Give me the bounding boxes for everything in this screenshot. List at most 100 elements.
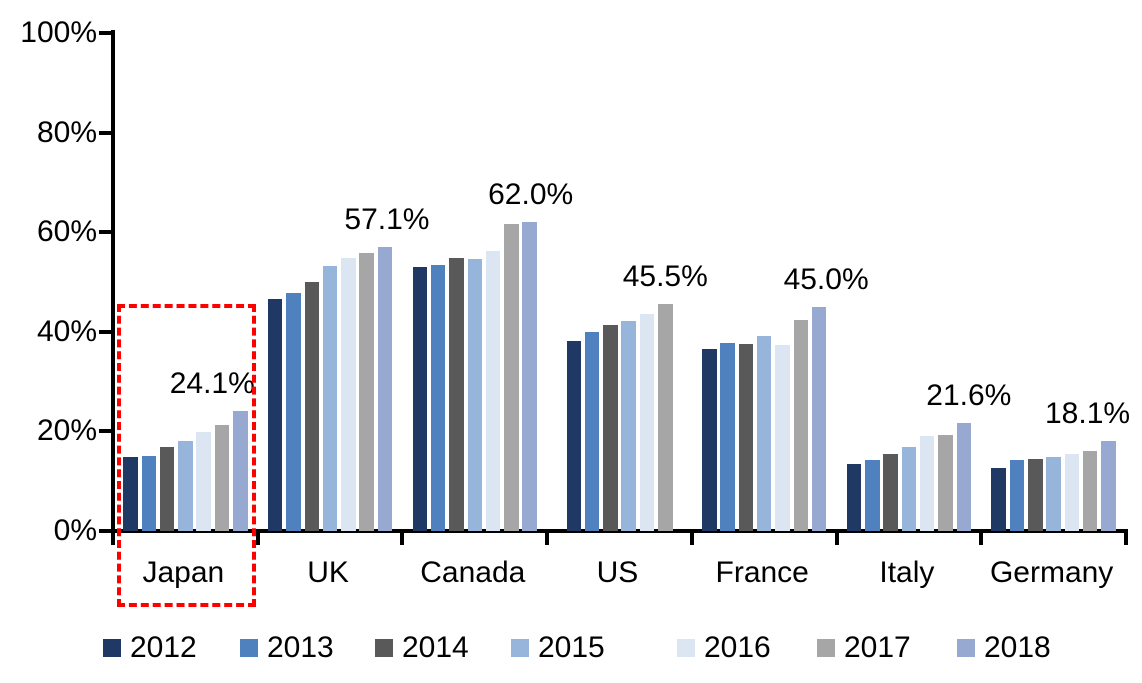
legend-swatch-2016	[677, 639, 695, 657]
category-label-japan: Japan	[142, 556, 225, 589]
x-tick	[689, 529, 694, 545]
x-tick	[834, 529, 839, 545]
bar-france-2016	[775, 344, 790, 531]
y-tick	[99, 529, 115, 533]
legend-label-2017: 2017	[844, 631, 911, 664]
y-tick-label: 40%	[36, 314, 97, 348]
bar-france-2015	[756, 335, 772, 531]
legend-swatch-2018	[957, 639, 975, 657]
x-tick	[255, 529, 260, 545]
y-tick-label: 100%	[20, 16, 97, 49]
y-tick-label: 80%	[36, 115, 97, 149]
bar-italy-2016	[919, 436, 935, 531]
y-tick-label: 0%	[53, 514, 97, 547]
bar-canada-2017	[504, 223, 519, 531]
japan-highlight-outline	[117, 304, 256, 607]
x-tick	[545, 529, 550, 545]
bar-germany-2018	[1101, 440, 1116, 531]
bar-uk-2014	[304, 282, 320, 531]
bar-japan-2017	[214, 425, 230, 531]
bar-italy-2017	[938, 435, 953, 531]
bar-japan-2014	[159, 447, 175, 531]
bar-germany-2012	[991, 468, 1006, 531]
legend-label-2018: 2018	[984, 631, 1051, 664]
y-tick	[99, 230, 115, 235]
legend-label-2012: 2012	[130, 631, 197, 664]
y-tick-label: 60%	[36, 215, 97, 249]
legend-label-2016: 2016	[704, 631, 771, 664]
category-label-us: US	[596, 556, 639, 589]
category-label-germany: Germany	[989, 556, 1114, 589]
x-tick	[400, 529, 405, 545]
legend-swatch-2013	[240, 639, 258, 657]
bar-germany-2014	[1028, 458, 1043, 531]
bar-italy-2015	[901, 446, 917, 531]
legend-label-2013: 2013	[267, 631, 334, 664]
bar-germany-2015	[1046, 457, 1061, 531]
bar-japan-2013	[141, 455, 156, 531]
bar-japan-2015	[178, 440, 193, 531]
data-label-us: 45.5%	[622, 260, 708, 294]
bar-us-2014	[603, 325, 618, 531]
data-label-canada: 62.0%	[488, 178, 574, 212]
data-label-italy: 21.6%	[926, 379, 1012, 413]
y-tick-label: 20%	[36, 414, 97, 448]
bar-germany-2013	[1009, 460, 1025, 531]
bar-germany-2017	[1082, 451, 1098, 531]
bar-us-2017	[658, 304, 673, 531]
bar-italy-2012	[846, 464, 862, 531]
x-tick	[1124, 529, 1128, 545]
data-label-france: 45.0%	[783, 262, 869, 296]
bar-japan-2018	[233, 410, 248, 531]
legend-label-2014: 2014	[402, 631, 469, 664]
category-label-france: France	[715, 556, 809, 589]
bar-japan-2016	[196, 432, 211, 531]
category-label-canada: Canada	[420, 556, 526, 589]
x-tick	[111, 529, 115, 545]
legend-label-2015: 2015	[538, 631, 605, 664]
bar-us-2013	[584, 332, 600, 531]
bar-uk-2012	[267, 299, 283, 531]
bar-france-2013	[720, 343, 735, 531]
legend-swatch-2017	[817, 639, 835, 657]
y-tick	[99, 31, 115, 35]
bar-italy-2014	[883, 454, 898, 531]
bar-uk-2018	[377, 246, 393, 531]
bar-france-2012	[702, 348, 717, 531]
bar-uk-2015	[322, 266, 338, 531]
x-axis-line	[111, 529, 1127, 533]
data-label-germany: 18.1%	[1044, 396, 1131, 430]
y-tick	[99, 429, 115, 434]
bar-uk-2017	[359, 253, 374, 531]
data-label-uk: 57.1%	[344, 202, 430, 236]
x-tick	[979, 529, 984, 545]
bar-france-2018	[811, 306, 827, 531]
bar-canada-2012	[412, 267, 428, 531]
bar-us-2016	[639, 314, 655, 531]
y-tick	[99, 329, 115, 334]
legend-swatch-2012	[103, 639, 121, 657]
bar-canada-2016	[485, 251, 501, 531]
bar-france-2017	[793, 319, 809, 531]
bar-uk-2013	[286, 292, 301, 531]
legend-swatch-2015	[511, 639, 529, 657]
bar-italy-2018	[956, 423, 972, 531]
bar-us-2015	[621, 321, 636, 531]
y-tick	[99, 130, 115, 135]
bar-france-2014	[738, 343, 754, 531]
legend-swatch-2014	[375, 639, 393, 657]
bar-canada-2014	[449, 257, 464, 531]
bar-uk-2016	[341, 258, 356, 531]
bar-us-2012	[566, 340, 581, 531]
bar-italy-2013	[865, 459, 880, 531]
bar-canada-2013	[430, 265, 446, 531]
bar-germany-2016	[1064, 454, 1080, 531]
bar-canada-2015	[467, 259, 483, 531]
category-label-italy: Italy	[879, 556, 935, 589]
data-label-japan: 24.1%	[169, 366, 255, 400]
bar-japan-2012	[123, 456, 138, 531]
category-label-uk: UK	[307, 556, 349, 589]
bar-canada-2018	[522, 222, 537, 531]
y-axis-line	[111, 30, 115, 534]
